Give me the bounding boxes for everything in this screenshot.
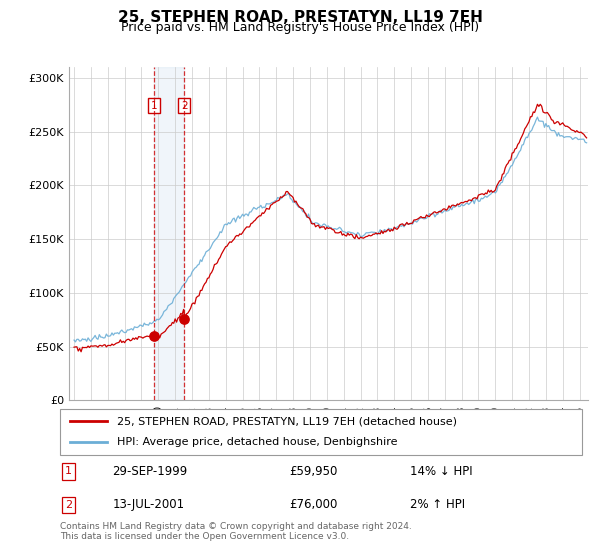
Text: Price paid vs. HM Land Registry's House Price Index (HPI): Price paid vs. HM Land Registry's House …	[121, 21, 479, 34]
Point	[149, 332, 159, 340]
Text: 2: 2	[65, 500, 73, 510]
Bar	[154, 67, 184, 400]
Text: £76,000: £76,000	[290, 498, 338, 511]
Text: 1: 1	[151, 100, 157, 110]
Text: 13-JUL-2001: 13-JUL-2001	[112, 498, 184, 511]
Text: 25, STEPHEN ROAD, PRESTATYN, LL19 7EH (detached house): 25, STEPHEN ROAD, PRESTATYN, LL19 7EH (d…	[118, 416, 457, 426]
Text: 1: 1	[65, 466, 72, 477]
Text: Contains HM Land Registry data © Crown copyright and database right 2024.
This d: Contains HM Land Registry data © Crown c…	[60, 522, 412, 542]
Text: 29-SEP-1999: 29-SEP-1999	[112, 465, 187, 478]
Text: 2% ↑ HPI: 2% ↑ HPI	[410, 498, 465, 511]
Text: HPI: Average price, detached house, Denbighshire: HPI: Average price, detached house, Denb…	[118, 437, 398, 447]
Point	[179, 314, 189, 323]
FancyBboxPatch shape	[60, 409, 582, 455]
Text: £59,950: £59,950	[290, 465, 338, 478]
Text: 14% ↓ HPI: 14% ↓ HPI	[410, 465, 472, 478]
Text: 25, STEPHEN ROAD, PRESTATYN, LL19 7EH: 25, STEPHEN ROAD, PRESTATYN, LL19 7EH	[118, 10, 482, 25]
Text: 2: 2	[181, 100, 188, 110]
